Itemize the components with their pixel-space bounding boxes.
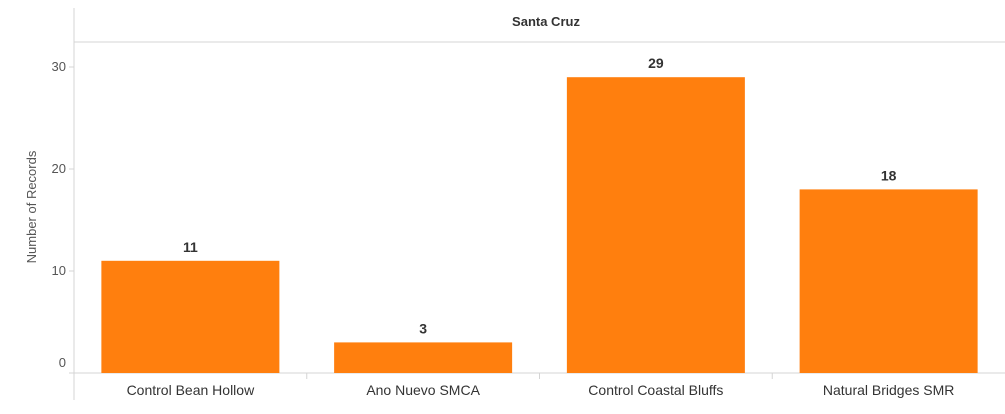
bar[interactable]: [101, 260, 280, 373]
category-labels: Control Bean Hollow Ano Nuevo SMCA Control…: [127, 373, 955, 398]
data-label: 3: [419, 320, 427, 336]
x-tick-label: Natural Bridges SMR: [823, 382, 955, 398]
bar[interactable]: [334, 342, 513, 373]
x-tick-label: Control Coastal Bluffs: [588, 382, 723, 398]
data-label: 18: [881, 167, 897, 183]
y-ticks: 0 10 20 30: [52, 59, 74, 374]
y-tick-label: 30: [52, 59, 66, 74]
panel-header: Santa Cruz: [512, 14, 580, 29]
y-axis-label: Number of Records: [24, 150, 39, 263]
data-label: 29: [648, 55, 664, 71]
data-label: 11: [183, 239, 198, 255]
x-tick-label: Ano Nuevo SMCA: [366, 382, 480, 398]
bar[interactable]: [799, 189, 978, 373]
y-tick-label: 10: [52, 263, 66, 278]
y-tick-label: 20: [52, 161, 66, 176]
bar[interactable]: [566, 77, 745, 373]
x-tick-label: Control Bean Hollow: [127, 382, 256, 398]
y-tick-label: 0: [59, 355, 66, 370]
data-labels: 11 3 29 18: [183, 55, 897, 336]
bars: [101, 77, 978, 373]
